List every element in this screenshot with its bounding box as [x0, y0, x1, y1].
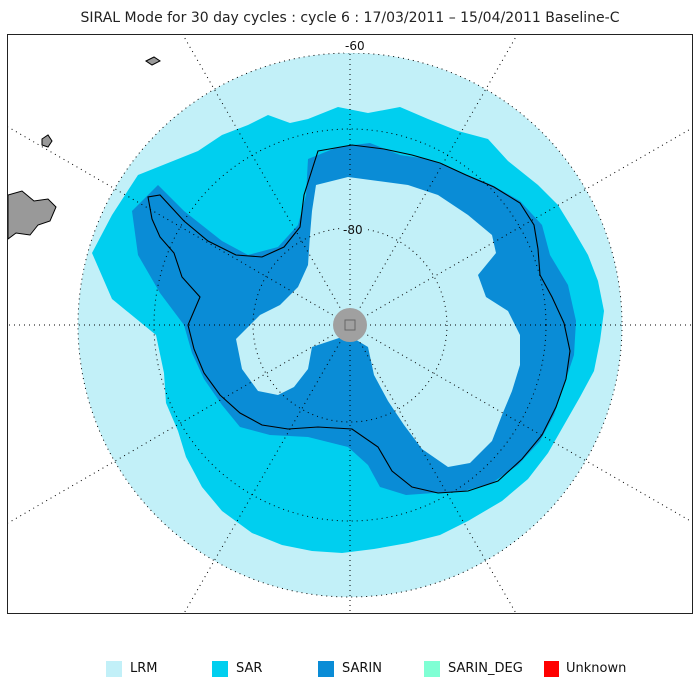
map-title: SIRAL Mode for 30 day cycles : cycle 6 :… — [80, 10, 620, 26]
graticule-meridians — [8, 35, 692, 613]
legend-swatch-lrm — [106, 661, 122, 677]
legend-swatch-sar — [212, 661, 228, 677]
pole-hole — [333, 308, 367, 342]
island-top — [145, 56, 161, 66]
lrm-interior-zone — [236, 177, 520, 467]
latitude-label-60: -60 — [344, 39, 366, 53]
legend-label-sar: SAR — [236, 661, 263, 676]
legend-swatch-sarin-deg — [424, 661, 440, 677]
south-america-landmass — [8, 190, 57, 240]
graticule-parallels — [77, 52, 623, 598]
legend-swatch-unknown — [544, 661, 559, 677]
legend-label-unknown: Unknown — [566, 661, 627, 676]
polar-map — [8, 35, 692, 613]
legend-label-lrm: LRM — [130, 661, 158, 676]
pole-marker — [344, 319, 356, 331]
falkland-islands — [41, 134, 53, 148]
legend-label-sarin-deg: SARIN_DEG — [448, 661, 523, 676]
legend: LRM SAR SARIN SARIN_DEG Unknown — [0, 660, 700, 684]
legend-label-sarin: SARIN — [342, 661, 382, 676]
antarctic-coastline — [147, 144, 571, 494]
map-frame: -60 -80 — [7, 34, 693, 614]
legend-swatch-sarin — [318, 661, 334, 677]
latitude-label-80: -80 — [342, 223, 364, 237]
